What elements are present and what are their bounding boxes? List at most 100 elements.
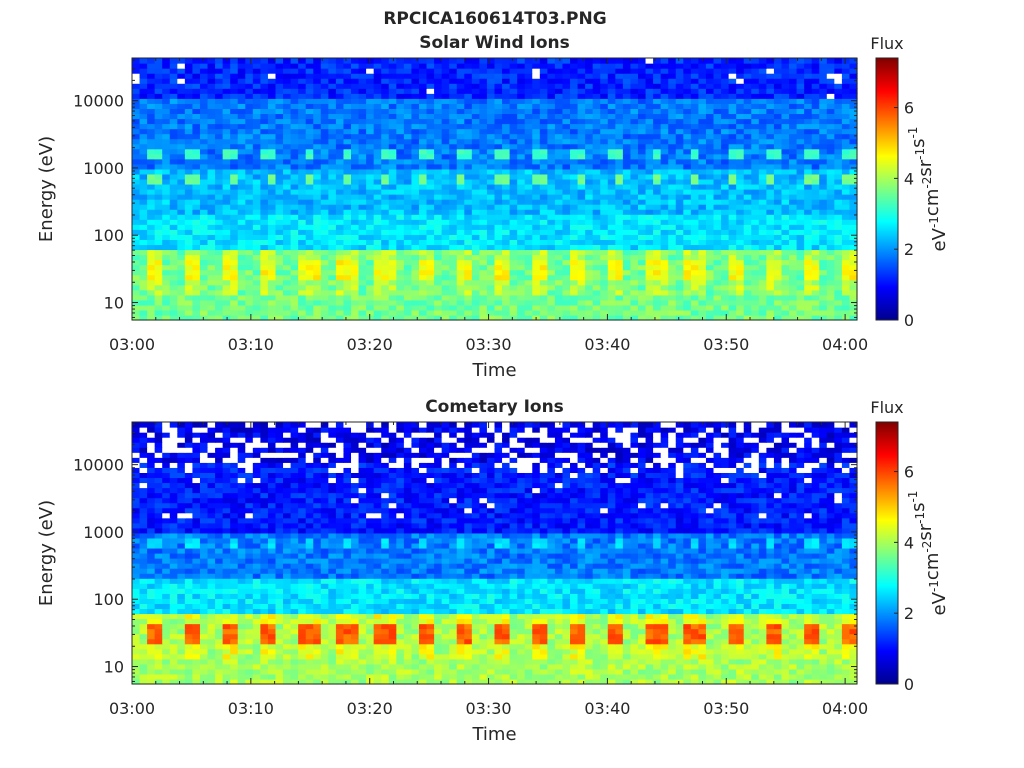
heatmap-cell	[464, 199, 473, 205]
heatmap-cell	[758, 254, 767, 261]
heatmap-cell	[328, 128, 337, 135]
heatmap-cell	[554, 189, 564, 195]
heatmap-cell	[381, 158, 390, 165]
heatmap-cell	[637, 183, 647, 190]
heatmap-cell	[290, 264, 299, 271]
heatmap-cell	[841, 163, 851, 170]
heatmap-cell	[139, 153, 148, 160]
heatmap-cell	[517, 239, 526, 246]
heatmap-cell	[132, 219, 141, 225]
heatmap-cell	[819, 128, 828, 135]
heatmap-cell	[781, 153, 790, 160]
heatmap-cell	[539, 269, 548, 276]
heatmap-cell	[298, 199, 307, 205]
heatmap-cell	[162, 249, 171, 256]
heatmap-cell	[154, 239, 163, 246]
heatmap-cell	[592, 259, 601, 266]
heatmap-cell	[509, 299, 518, 306]
heatmap-cell	[622, 178, 632, 185]
heatmap-cell	[789, 123, 798, 130]
heatmap-cell	[230, 229, 239, 235]
heatmap-cell	[743, 264, 752, 271]
heatmap-cell	[554, 58, 564, 64]
heatmap-cell	[426, 234, 435, 240]
heatmap-cell	[449, 173, 458, 180]
heatmap-cell	[834, 103, 843, 109]
heatmap-cell	[267, 284, 277, 291]
heatmap-cell	[471, 194, 480, 200]
heatmap-cell	[283, 244, 292, 251]
heatmap-cell	[366, 214, 375, 220]
heatmap-cell	[305, 163, 314, 170]
heatmap-cell	[471, 284, 480, 291]
heatmap-cell	[464, 63, 473, 69]
heatmap-cell	[585, 133, 594, 140]
heatmap-cell	[524, 239, 533, 246]
heatmap-cell	[615, 103, 624, 109]
heatmap-cell	[252, 88, 261, 94]
heatmap-cell	[434, 168, 443, 175]
heatmap-cell	[539, 93, 548, 99]
heatmap-cell	[381, 133, 390, 140]
heatmap-cell	[494, 269, 503, 276]
heatmap-cell	[736, 244, 745, 251]
heatmap-cell	[471, 189, 480, 195]
heatmap-cell	[849, 239, 858, 246]
heatmap-cell	[139, 158, 148, 165]
heatmap-cell	[373, 284, 382, 291]
heatmap-cell	[751, 123, 760, 130]
heatmap-cell	[615, 294, 624, 301]
heatmap-cell	[343, 88, 352, 94]
heatmap-cell	[751, 158, 760, 165]
heatmap-cell	[668, 259, 677, 266]
heatmap-cell	[781, 178, 790, 185]
heatmap-cell	[826, 63, 835, 69]
heatmap-cell	[237, 294, 246, 301]
heatmap-cell	[456, 103, 465, 109]
heatmap-cell	[826, 254, 835, 261]
heatmap-cell	[154, 173, 163, 180]
heatmap-cell	[751, 133, 760, 140]
heatmap-cell	[600, 103, 609, 109]
heatmap-cell	[562, 239, 571, 246]
heatmap-cell	[773, 314, 783, 321]
heatmap-cell	[305, 314, 314, 321]
heatmap-cell	[577, 274, 586, 281]
heatmap-cell	[592, 63, 601, 69]
heatmap-cell	[675, 264, 684, 271]
heatmap-cell	[169, 284, 178, 291]
heatmap-cell	[328, 214, 337, 220]
heatmap-cell	[366, 304, 375, 311]
heatmap-cell	[162, 289, 171, 296]
heatmap-cell	[230, 148, 239, 155]
heatmap-cell	[811, 128, 820, 135]
heatmap-cell	[313, 83, 322, 89]
heatmap-cell	[690, 123, 699, 130]
heatmap-cell	[388, 299, 397, 306]
heatmap-cell	[713, 68, 722, 74]
heatmap-cell	[290, 244, 299, 251]
heatmap-cell	[577, 314, 586, 321]
heatmap-cell	[841, 83, 851, 89]
heatmap-cell	[736, 314, 745, 321]
heatmap-cell	[298, 138, 307, 145]
heatmap-cell	[313, 214, 322, 220]
heatmap-cell	[819, 304, 828, 311]
heatmap-cell	[532, 63, 541, 69]
heatmap-cell	[645, 103, 654, 109]
heatmap-cell	[260, 314, 269, 321]
heatmap-cell	[698, 178, 707, 185]
heatmap-cell	[494, 294, 503, 301]
heatmap-cell	[351, 178, 360, 185]
heatmap-cell	[713, 108, 722, 115]
heatmap-cell	[207, 78, 216, 84]
heatmap-cell	[418, 279, 428, 286]
heatmap-cell	[479, 294, 488, 301]
heatmap-cell	[607, 274, 616, 281]
heatmap-cell	[335, 153, 345, 160]
heatmap-cell	[373, 63, 382, 69]
heatmap-cell	[509, 168, 518, 175]
heatmap-cell	[645, 168, 654, 175]
heatmap-cell	[343, 294, 352, 301]
